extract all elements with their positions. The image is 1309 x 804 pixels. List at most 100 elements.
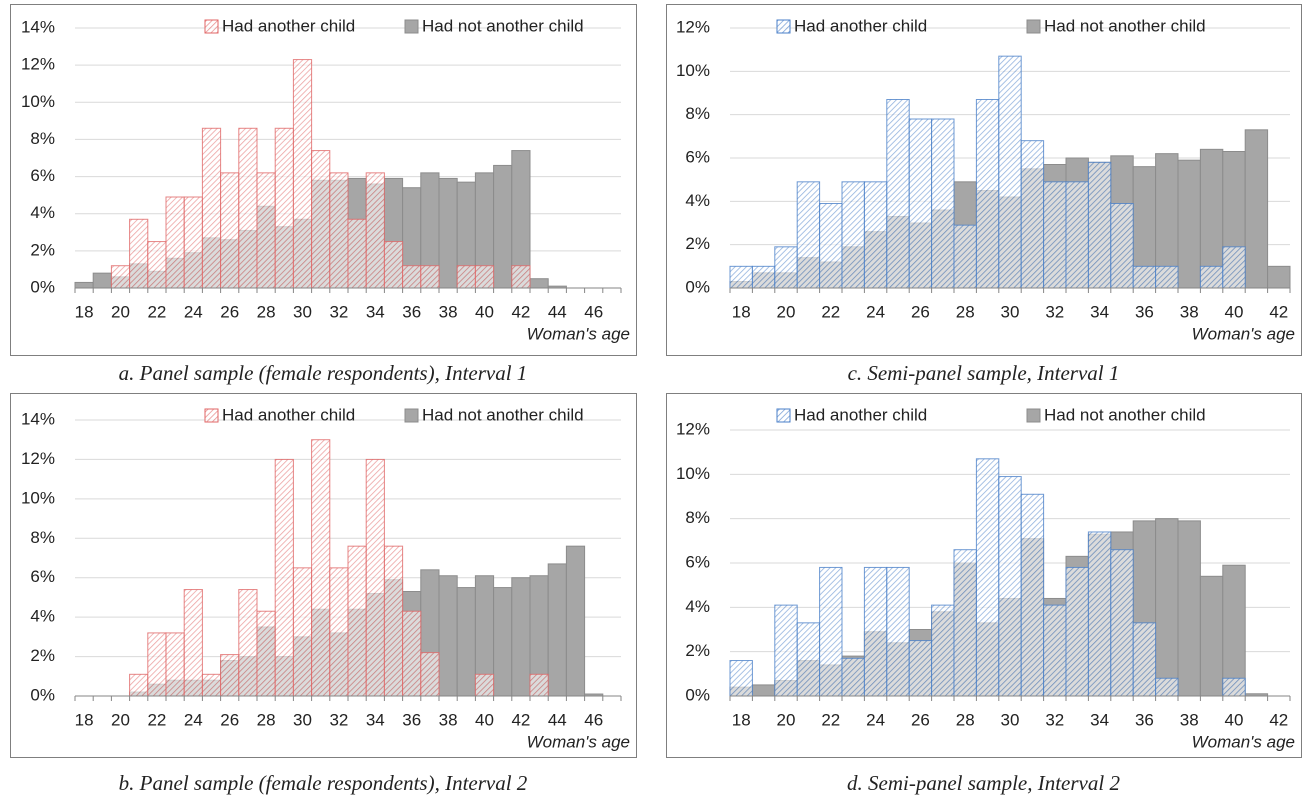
panel-frame [10, 4, 637, 356]
bar [129, 218, 149, 289]
x-tick-label: 38 [1180, 710, 1199, 729]
bar [74, 281, 94, 289]
legend-label: Had not another child [1044, 16, 1206, 35]
bar [886, 99, 910, 289]
x-tick-label: 28 [257, 710, 276, 729]
y-tick-label: 2% [30, 646, 55, 665]
y-tick-label: 10% [21, 488, 55, 507]
bar [493, 587, 513, 697]
bar [256, 172, 276, 289]
x-tick-label: 46 [584, 710, 603, 729]
bar [347, 218, 367, 289]
bar [292, 59, 313, 289]
bar [256, 610, 276, 697]
x-tick-label: 38 [439, 302, 458, 321]
bar [841, 657, 865, 697]
bar [1132, 622, 1157, 697]
bar [1043, 181, 1067, 289]
bar [456, 587, 476, 697]
bar [474, 673, 495, 697]
bar [347, 545, 367, 697]
bar [329, 567, 349, 697]
x-tick-label: 20 [111, 710, 130, 729]
x-tick-label: 20 [777, 302, 796, 321]
x-tick-label: 40 [475, 302, 494, 321]
bar [1132, 265, 1157, 289]
bar [819, 566, 843, 697]
x-tick-label: 20 [111, 302, 130, 321]
x-tick-label: 36 [402, 710, 421, 729]
bar [1065, 566, 1089, 697]
x-tick-label: 30 [1001, 302, 1020, 321]
x-tick-label: 34 [366, 710, 385, 729]
y-tick-label: 4% [685, 597, 710, 616]
bar [1155, 677, 1179, 697]
x-tick-label: 36 [1135, 710, 1154, 729]
legend-swatch [404, 408, 419, 423]
bar [511, 577, 531, 697]
legend-label: Had another child [794, 405, 927, 424]
bar [1043, 604, 1067, 697]
x-tick-label: 40 [1225, 710, 1244, 729]
y-tick-label: 12% [21, 449, 55, 468]
y-tick-label: 14% [21, 17, 55, 36]
x-tick-label: 30 [293, 710, 312, 729]
bar [1222, 564, 1246, 697]
x-tick-label: 18 [75, 710, 94, 729]
bar [565, 545, 586, 697]
x-tick-label: 28 [257, 302, 276, 321]
y-tick-label: 12% [676, 17, 710, 36]
x-tick-label: 34 [366, 302, 385, 321]
y-tick-label: 2% [30, 240, 55, 259]
bar [863, 181, 888, 289]
x-tick-label: 40 [475, 710, 494, 729]
bar [1020, 140, 1045, 289]
bar [147, 241, 167, 289]
x-tick-label: 38 [1180, 302, 1199, 321]
y-tick-label: 8% [30, 129, 55, 148]
x-axis-title: Woman's age [527, 324, 630, 343]
y-tick-label: 6% [685, 552, 710, 571]
bar [1087, 531, 1112, 697]
bar [796, 622, 821, 697]
bar [274, 458, 294, 697]
legend-swatch [1026, 408, 1041, 423]
bar [796, 181, 821, 289]
x-tick-label: 42 [511, 302, 530, 321]
x-tick-label: 42 [1269, 710, 1288, 729]
y-tick-label: 4% [30, 203, 55, 222]
bar [383, 545, 404, 697]
bar [365, 458, 385, 697]
y-tick-label: 10% [676, 464, 710, 483]
bar [92, 272, 112, 289]
legend-label: Had another child [222, 16, 355, 35]
panel-frame [666, 393, 1302, 758]
x-tick-label: 32 [1045, 302, 1064, 321]
bar [456, 265, 476, 289]
bar [311, 439, 331, 697]
bar [1199, 575, 1224, 697]
y-tick-label: 6% [30, 166, 55, 185]
y-tick-label: 0% [685, 277, 710, 296]
legend-swatch [404, 19, 419, 34]
bar [1087, 161, 1112, 289]
bar [511, 265, 531, 289]
bar [1065, 181, 1089, 289]
bar [841, 181, 865, 289]
bar [1155, 265, 1179, 289]
bar [1222, 677, 1246, 697]
caption: d. Semi-panel sample, Interval 2 [847, 771, 1120, 795]
x-tick-label: 34 [1090, 302, 1109, 321]
x-tick-label: 18 [75, 302, 94, 321]
x-tick-label: 18 [732, 710, 751, 729]
bar [751, 684, 776, 697]
bar [402, 610, 422, 697]
legend-swatch [1026, 19, 1041, 34]
x-tick-label: 28 [956, 710, 975, 729]
legend-label: Had another child [794, 16, 927, 35]
bar [402, 265, 422, 289]
bar [931, 604, 955, 697]
bar [1244, 129, 1269, 289]
legend-swatch [776, 408, 791, 423]
